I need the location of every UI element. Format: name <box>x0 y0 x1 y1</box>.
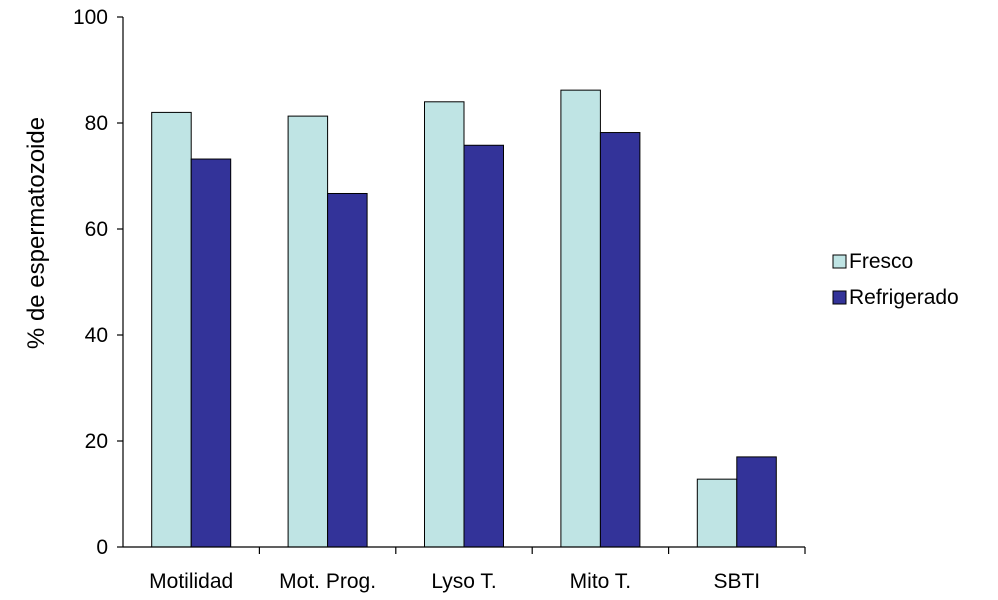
legend-swatch-refrigerado <box>832 290 847 305</box>
bar-refrigerado-1 <box>190 158 232 548</box>
bar-fresco-5 <box>696 478 738 548</box>
bar-refrigerado-3 <box>463 144 504 548</box>
x-tick-label: Motilidad <box>149 570 233 593</box>
y-tick-label: 40 <box>85 324 108 347</box>
legend-label-fresco: Fresco <box>849 250 913 273</box>
bar-refrigerado-5 <box>736 456 777 548</box>
y-axis-title: % de espermatozoide <box>23 117 50 349</box>
legend-swatch-fresco <box>832 254 847 269</box>
x-tick-label: Mito T. <box>570 570 631 593</box>
y-tick-label: 0 <box>96 536 108 559</box>
y-tick-label: 20 <box>85 430 108 453</box>
y-tick-label: 80 <box>85 112 108 135</box>
bar-fresco-4 <box>560 89 601 548</box>
legend-label-refrigerado: Refrigerado <box>849 286 959 309</box>
y-tick-label: 60 <box>85 218 108 241</box>
axes-layer: Motilidad Mot. Prog. Lyso T. Mito T. SBTI 0 20… <box>73 6 806 593</box>
y-tick-label: 100 <box>73 6 108 29</box>
legend: Fresco Refrigerado <box>832 250 959 309</box>
bar-fresco-1 <box>151 111 192 548</box>
x-tick-label: SBTI <box>713 570 760 593</box>
bar-fresco-2 <box>287 115 329 548</box>
bar-refrigerado-4 <box>599 132 641 548</box>
x-tick-label: Lyso T. <box>431 570 496 593</box>
bar-fresco-3 <box>424 101 465 548</box>
bar-refrigerado-2 <box>327 192 368 548</box>
x-tick-label: Mot. Prog. <box>279 570 376 593</box>
bars-layer <box>151 89 777 548</box>
